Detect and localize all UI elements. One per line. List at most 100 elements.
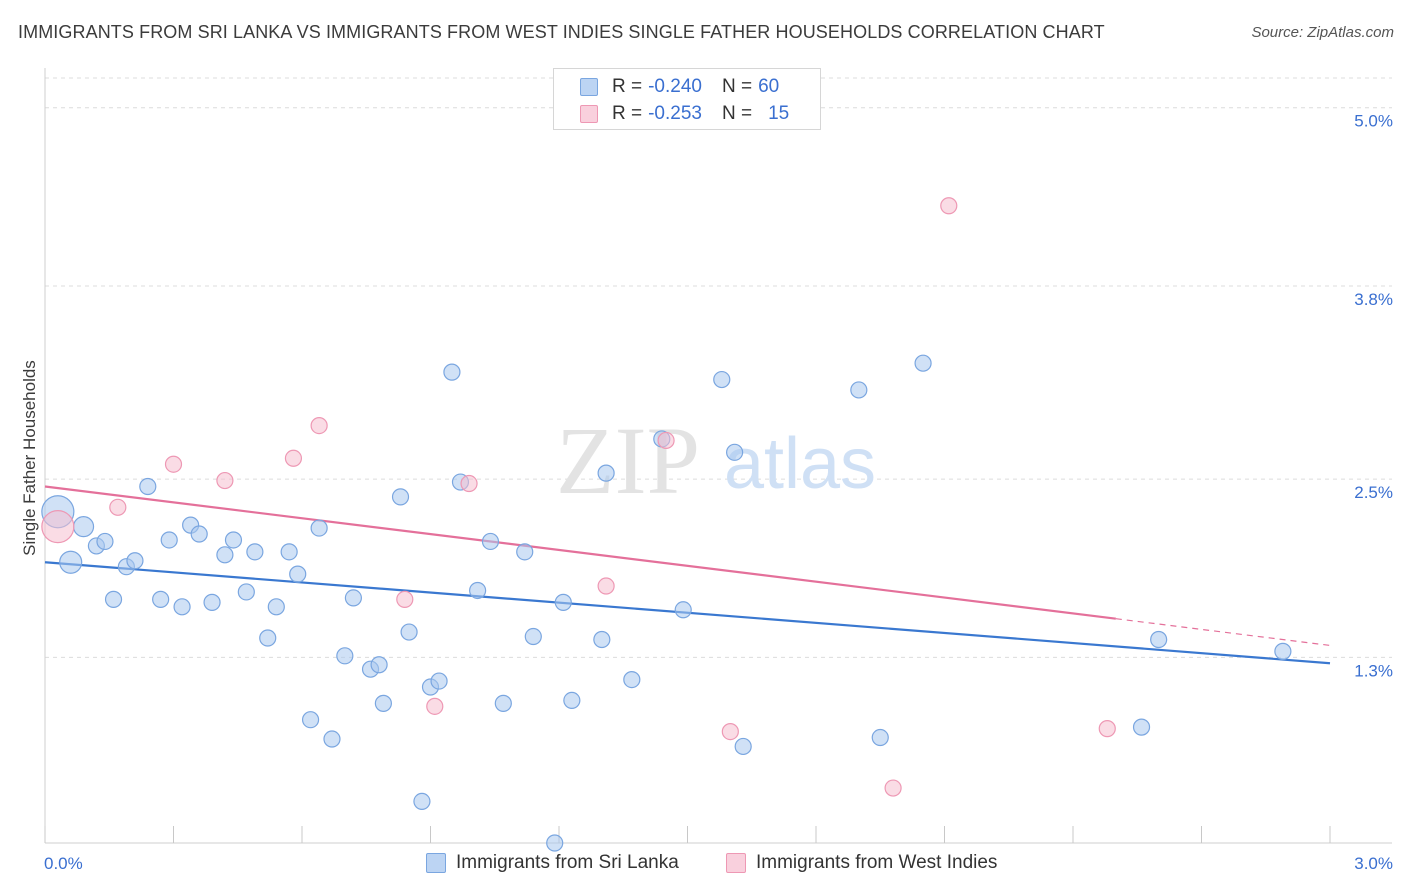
west-indies-point	[396, 590, 414, 608]
series-legend-west-indies[interactable]: Immigrants from West Indies	[726, 852, 997, 874]
west-indies-point	[1098, 720, 1116, 738]
legend-r-label: R =	[612, 103, 643, 124]
series-label-west-indies: Immigrants from West Indies	[756, 852, 998, 873]
sri-lanka-point	[593, 630, 611, 649]
sri-lanka-point	[469, 581, 487, 600]
west-indies-point	[164, 455, 183, 473]
sri-lanka-point	[400, 623, 418, 641]
series-swatch-pink	[726, 853, 746, 873]
legend-row-sri-lanka: R = -0.240 N = 60	[580, 74, 779, 100]
sri-lanka-point	[481, 532, 500, 551]
legend-n-value: 15	[768, 103, 790, 124]
sri-lanka-point	[1132, 718, 1151, 736]
sri-lanka-point	[914, 354, 932, 372]
watermark-zip: ZIP	[556, 407, 700, 514]
sri-lanka-point	[190, 525, 208, 543]
sri-lanka-point	[430, 672, 448, 690]
y-tick-label: 1.3%	[1354, 661, 1393, 680]
west-indies-trendline-extension	[1115, 618, 1331, 647]
sri-lanka-point	[1274, 642, 1292, 660]
west-indies-trendline	[44, 485, 1116, 620]
west-indies-point	[940, 197, 958, 215]
legend-r-value: -0.253	[648, 103, 702, 124]
legend-swatch-blue	[580, 78, 598, 96]
x-tick-label-max: 3.0%	[1354, 854, 1393, 873]
sri-lanka-point	[713, 370, 731, 389]
y-tick-label: 3.8%	[1354, 290, 1393, 309]
legend-n-label: N =	[721, 76, 753, 97]
west-indies-point	[216, 471, 234, 490]
sri-lanka-point	[726, 443, 744, 461]
sri-lanka-point	[203, 593, 221, 611]
sri-lanka-point	[237, 583, 255, 601]
west-indies-point	[284, 449, 303, 467]
sri-lanka-point	[871, 728, 889, 747]
sri-lanka-point	[259, 629, 277, 647]
correlation-legend: R = -0.240 N = 60 R = -0.253 N = 15	[553, 68, 821, 130]
legend-r-value: -0.240	[648, 76, 702, 97]
axes	[44, 68, 1392, 844]
sri-lanka-point	[443, 363, 461, 381]
sri-lanka-point	[246, 543, 264, 561]
sri-lanka-point	[370, 656, 388, 674]
data-points	[41, 197, 1292, 852]
sri-lanka-point	[323, 730, 341, 748]
sri-lanka-point	[139, 477, 157, 496]
sri-lanka-point	[267, 598, 285, 616]
sri-lanka-point	[216, 546, 234, 564]
legend-n-value: 60	[758, 76, 780, 97]
watermark-atlas: atlas	[724, 424, 876, 504]
sri-lanka-point	[734, 737, 752, 756]
series-legend-sri-lanka[interactable]: Immigrants from Sri Lanka	[426, 852, 679, 874]
west-indies-point	[109, 498, 127, 516]
sri-lanka-point	[289, 565, 307, 583]
sri-lanka-point	[336, 647, 354, 665]
legend-r-label: R =	[612, 76, 643, 97]
x-tick-label-min: 0.0%	[44, 854, 83, 873]
sri-lanka-point	[344, 589, 362, 607]
y-tick-label: 5.0%	[1354, 112, 1393, 131]
sri-lanka-point	[126, 552, 144, 570]
legend-n-label: N =	[721, 103, 753, 124]
sri-lanka-point	[160, 531, 178, 549]
west-indies-point	[460, 474, 478, 493]
sri-lanka-point	[563, 691, 581, 709]
west-indies-point	[597, 577, 615, 595]
west-indies-point	[310, 416, 328, 435]
sri-lanka-point	[310, 519, 328, 537]
sri-lanka-point	[374, 694, 392, 712]
sri-lanka-point	[546, 834, 564, 852]
sri-lanka-point	[524, 627, 542, 646]
sri-lanka-point	[72, 516, 95, 538]
sri-lanka-point	[104, 590, 123, 608]
west-indies-point	[884, 779, 902, 797]
west-indies-point	[657, 431, 675, 450]
series-label-sri-lanka: Immigrants from Sri Lanka	[456, 852, 679, 873]
west-indies-point	[721, 722, 739, 741]
sri-lanka-point	[96, 532, 114, 551]
tick-labels: 1.3% 2.5% 3.8% 5.0% 0.0% 3.0%	[44, 112, 1393, 873]
sri-lanka-point	[391, 488, 410, 506]
west-indies-point	[426, 697, 444, 715]
chart-title: IMMIGRANTS FROM SRI LANKA VS IMMIGRANTS …	[18, 22, 1105, 42]
sri-lanka-point	[516, 543, 534, 561]
sri-lanka-point	[597, 464, 615, 482]
sri-lanka-point	[280, 543, 298, 561]
series-swatch-blue	[426, 853, 446, 873]
west-indies-point	[41, 510, 75, 544]
sri-lanka-point	[152, 590, 170, 608]
legend-swatch-pink	[580, 105, 598, 123]
sri-lanka-point	[674, 601, 692, 619]
sri-lanka-point	[59, 550, 83, 574]
sri-lanka-point	[494, 694, 512, 712]
sri-lanka-point	[850, 381, 868, 399]
sri-lanka-point	[623, 671, 641, 689]
y-tick-label: 2.5%	[1354, 483, 1393, 502]
series-legend: Immigrants from Sri Lanka Immigrants fro…	[0, 852, 1406, 876]
sri-lanka-point	[301, 711, 320, 729]
sri-lanka-point	[173, 598, 191, 616]
sri-lanka-point	[413, 792, 431, 811]
sri-lanka-point	[554, 593, 572, 611]
source-credit: Source: ZipAtlas.com	[1251, 24, 1394, 41]
